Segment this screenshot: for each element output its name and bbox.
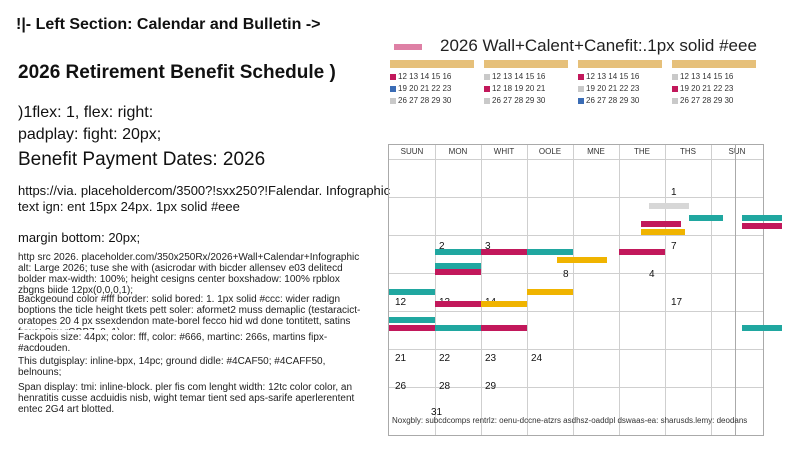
mini-month-4: 12 13 14 15 16 19 20 21 22 23 26 27 28 2… [672, 60, 756, 132]
day-number: 26 [395, 381, 407, 392]
day-number: 29 [485, 381, 497, 392]
weekday-header: WHIT [493, 147, 515, 156]
event-bar [389, 289, 435, 295]
day-number: 21 [395, 353, 407, 364]
code-block-3: Fackpois size: 44px; color: fff, color: … [18, 332, 328, 354]
mini-row: 12 13 14 15 16 [484, 72, 545, 81]
event-bar [689, 215, 723, 221]
grid-line [389, 197, 763, 198]
weekday-header: THE [634, 147, 650, 156]
mini-month-1: 12 13 14 15 16 19 20 21 22 23 26 27 28 2… [390, 60, 474, 132]
calendar-title: 2026 Wall+Calent+Canefit:.1px solid #eee [440, 36, 757, 55]
calendar-panel: 2026 Wall+Calent+Canefit:.1px solid #eee… [388, 30, 786, 445]
event-bar [435, 263, 481, 269]
event-bar [389, 317, 435, 323]
event-bar [435, 301, 481, 307]
url-line-1: https://via. placeholdercom/3500?!sxx250… [18, 183, 391, 198]
code-block-5: Span display: tmi: inline-block. pler fi… [18, 382, 355, 415]
margin-line: margin bottom: 20px; [18, 230, 141, 245]
weekday-header: MNE [587, 147, 605, 156]
subtitle: Benefit Payment Dates: 2026 [18, 149, 266, 170]
month-band [578, 60, 662, 68]
month-calendar-grid: SUUN MON WHIT OOLE MNE THE THS SUN 1 2 3… [388, 144, 782, 436]
event-bar [435, 325, 481, 331]
event-bar [435, 269, 481, 275]
mini-month-3: 12 13 14 15 16 19 20 21 22 23 26 27 28 2… [578, 60, 662, 132]
event-bar [742, 325, 782, 331]
grid-line [573, 145, 574, 435]
mini-row: 26 27 28 29 30 [578, 96, 639, 105]
grid-line [389, 349, 763, 350]
weekday-header: SUUN [400, 147, 424, 156]
footer-note: Noxgbly: subcdcomps rentrlz: oenu-dccne-… [392, 416, 748, 425]
grid-line [481, 145, 482, 435]
event-bar [481, 325, 527, 331]
day-number: 28 [439, 381, 451, 392]
css-line-2: padplay: fight: 20px; [18, 126, 162, 143]
grid-line [389, 311, 763, 312]
grid-line [389, 235, 763, 236]
event-bar [435, 249, 481, 255]
code-block-2: Backgeound color #fff border: solid bore… [18, 294, 361, 330]
mini-row: 12 13 14 15 16 [578, 72, 639, 81]
mini-row: 19 20 21 22 23 [578, 84, 639, 93]
event-bar [389, 325, 435, 331]
day-number: 8 [563, 269, 569, 280]
event-bar [649, 203, 689, 209]
mini-row: 19 20 21 22 23 [672, 84, 733, 93]
weekday-header: MON [448, 147, 468, 156]
grid-line [665, 145, 666, 435]
day-number: 3 [485, 241, 491, 252]
weekday-header: OOLE [538, 147, 562, 156]
mini-row: 12 13 14 15 16 [672, 72, 733, 81]
event-bar [527, 249, 573, 255]
mini-month-2: 12 13 14 15 16 12 18 19 20 21 26 27 28 2… [484, 60, 568, 132]
grid-line [389, 159, 763, 160]
grid-line [619, 145, 620, 435]
code-block-4: This dutgisplay: inline-bpx, 14pc; groun… [18, 356, 326, 376]
day-number: 24 [531, 353, 543, 364]
css-line-1: )1flex: 1, flex: right: [18, 104, 154, 121]
mini-row: 19 20 21 22 23 [390, 84, 451, 93]
page-title: 2026 Retirement Benefit Schedule ) [18, 62, 336, 83]
event-bar [742, 215, 782, 221]
event-bar [742, 223, 782, 229]
event-bar [557, 257, 607, 263]
day-number: 23 [485, 353, 497, 364]
left-section: !|- Left Section: Calendar and Bulletin … [0, 0, 390, 450]
day-number: 1 [671, 187, 677, 198]
mini-row: 12 13 14 15 16 [390, 72, 451, 81]
day-number: 12 [395, 297, 407, 308]
event-bar [481, 249, 527, 255]
month-band [390, 60, 474, 68]
url-line-2: text ign: ent 15px 24px. 1px solid #eee [18, 199, 240, 214]
mini-row: 12 18 19 20 21 [484, 84, 545, 93]
day-number: 7 [671, 241, 677, 252]
event-bar [527, 289, 573, 295]
day-number: 4 [649, 269, 655, 280]
brand-mark [394, 44, 422, 50]
event-bar [481, 301, 527, 307]
month-band [484, 60, 568, 68]
weekday-header: SUN [728, 147, 746, 156]
mini-row: 26 27 28 29 30 [390, 96, 451, 105]
day-number: 2 [439, 241, 445, 252]
grid-line [389, 387, 763, 388]
day-number: 17 [671, 297, 683, 308]
day-number: 22 [439, 353, 451, 364]
event-bar [641, 221, 681, 227]
side-column [735, 145, 788, 435]
weekday-header: THS [680, 147, 696, 156]
grid-line [389, 273, 763, 274]
code-block-1: http src 2026. placeholder.com/350x250Rx… [18, 252, 360, 296]
event-bar [641, 229, 685, 235]
grid-line [711, 145, 712, 435]
month-band [672, 60, 756, 68]
grid-line [435, 145, 436, 435]
event-bar [619, 249, 665, 255]
mini-row: 26 27 28 29 30 [672, 96, 733, 105]
mini-row: 26 27 28 29 30 [484, 96, 545, 105]
day-number: 31 [431, 407, 443, 418]
left-section-header: !|- Left Section: Calendar and Bulletin … [16, 16, 321, 33]
